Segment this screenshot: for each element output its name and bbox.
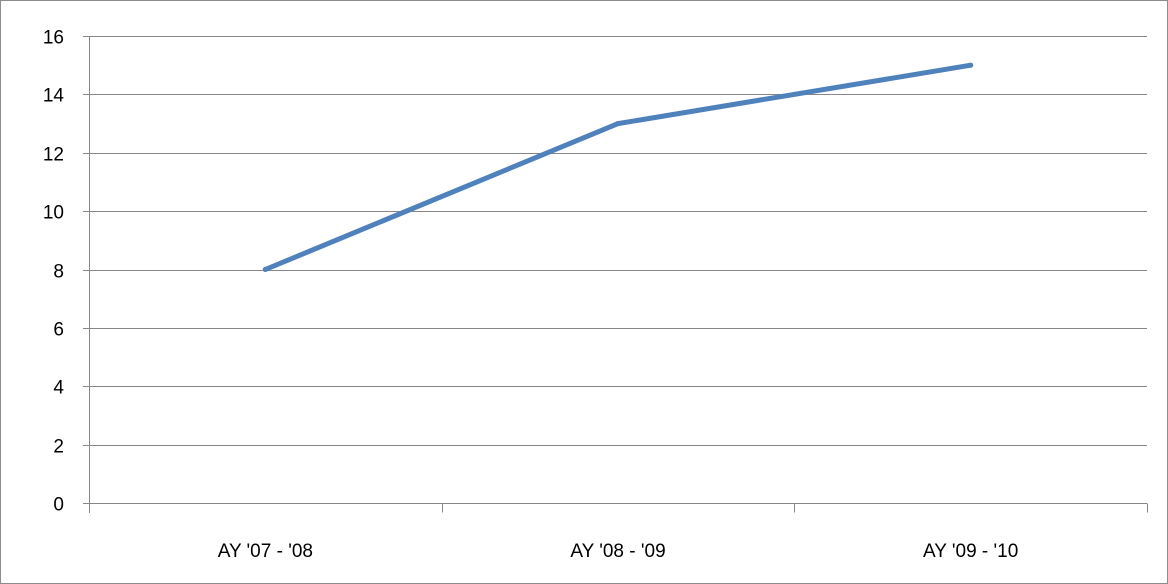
y-tick-label: 12: [43, 145, 64, 166]
series-layer: [262, 62, 974, 272]
data-point: [262, 267, 268, 272]
x-tick-label: AY '07 - '08: [218, 541, 313, 562]
x-tick-labels: AY '07 - '08 AY '08 - '09 AY '09 - '10: [218, 541, 1019, 562]
y-tick-label: 14: [43, 86, 65, 107]
y-tick-label: 0: [53, 495, 64, 516]
y-tick-label: 16: [43, 28, 64, 49]
x-tick-label: AY '08 - '09: [570, 541, 665, 562]
y-tick-label: 8: [53, 262, 64, 283]
y-tick-label: 4: [53, 378, 64, 399]
y-tick-labels: 0 2 4 6 8 10 12 14 16: [43, 28, 65, 516]
x-tick-label: AY '09 - '10: [923, 541, 1018, 562]
series-line: [262, 62, 974, 272]
gridlines: [89, 36, 1147, 446]
axes: [83, 36, 1148, 513]
data-point: [615, 121, 621, 127]
y-tick-label: 2: [53, 437, 64, 458]
y-tick-label: 6: [53, 320, 64, 341]
data-point: [968, 62, 974, 68]
y-tick-label: 10: [43, 203, 64, 224]
